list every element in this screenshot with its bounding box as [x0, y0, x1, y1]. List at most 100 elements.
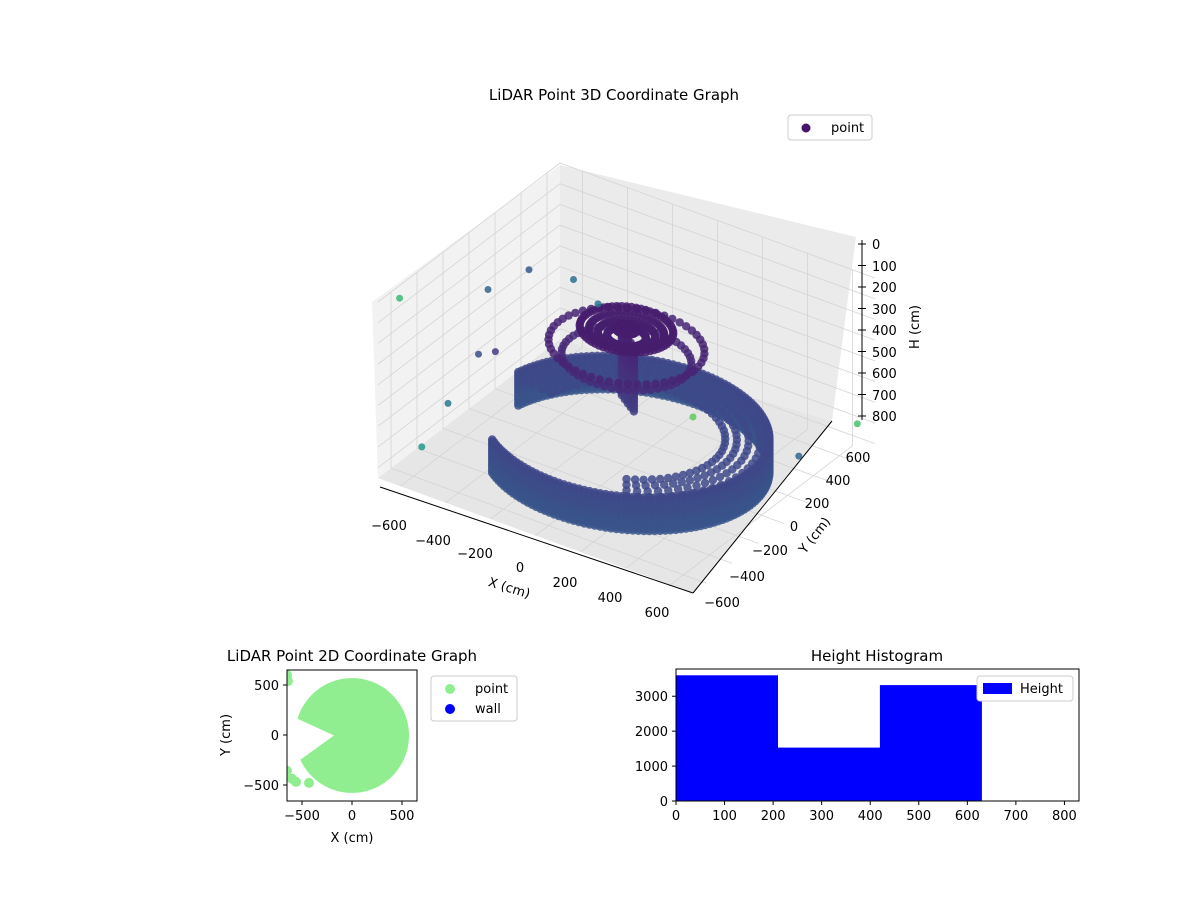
- point-3d: [682, 322, 691, 331]
- outlier-point-3d: [396, 294, 404, 302]
- point-3d: [546, 389, 556, 398]
- point-3d: [679, 391, 688, 401]
- point-3d: [685, 387, 695, 396]
- point-3d: [578, 369, 588, 379]
- points-2d: [287, 670, 409, 793]
- point-3d: [586, 372, 596, 382]
- x-tick-label: 600: [645, 606, 670, 621]
- point-3d: [564, 362, 573, 371]
- y-tick-label: −200: [752, 544, 788, 559]
- x-tick-label: 100: [712, 809, 737, 824]
- legend-histogram-marker: [983, 683, 1012, 694]
- y-tick-label: 2000: [635, 725, 668, 740]
- point-3d: [692, 466, 701, 475]
- point-2d: [287, 765, 292, 776]
- histogram-bar: [676, 675, 778, 801]
- x-ticks-histogram: 0 100 200 300 400 500 600 700 800: [672, 801, 1077, 824]
- point-3d: [514, 401, 523, 410]
- point-3d: [700, 394, 709, 404]
- y-ticks-histogram: 0 1000 2000 3000: [635, 690, 676, 810]
- point-3d: [692, 383, 701, 392]
- point-3d: [559, 377, 568, 386]
- point-3d: [623, 379, 632, 389]
- y-tick-label: 400: [826, 474, 851, 489]
- pane-back-left: [372, 165, 560, 478]
- point-3d: [685, 476, 694, 485]
- grid-line: [377, 286, 876, 427]
- chart-3d: LiDAR Point 3D Coordinate Graph −600 −40…: [371, 86, 923, 621]
- grid-line: [377, 245, 876, 386]
- chart-2d: LiDAR Point 2D Coordinate Graph −500 0 5…: [219, 647, 518, 846]
- x-axis-line: [379, 486, 694, 594]
- point-3d: [700, 471, 709, 480]
- y-tick-label: 0: [660, 795, 668, 810]
- x-ticks-3d: −600 −400 −200 0 200 400 600: [371, 519, 669, 621]
- z-tick-label: 800: [872, 410, 897, 425]
- point-3d: [536, 369, 545, 378]
- x-tick-label: −400: [415, 534, 451, 549]
- x-tick-label: −500: [284, 809, 320, 824]
- point-3d: [571, 308, 580, 318]
- point-3d: [668, 376, 677, 385]
- outlier-point-3d: [484, 286, 492, 293]
- grid-line: [377, 203, 876, 344]
- x-ticks-2d: −500 0 500: [284, 801, 414, 824]
- outlier-point-3d: [525, 266, 533, 274]
- grid-line: [377, 307, 876, 448]
- point-3d: [552, 371, 561, 381]
- point-3d: [675, 374, 684, 383]
- histogram-bar: [879, 685, 982, 801]
- point-3d: [693, 473, 702, 483]
- point-3d: [558, 384, 568, 393]
- outlier-points-2d: [287, 670, 314, 788]
- outlier-point-3d: [570, 276, 577, 283]
- point-3d: [731, 398, 741, 407]
- chart-histogram: Height Histogram 0 100 200 300 400 500 600 700 8…: [635, 647, 1080, 824]
- y-ticks-3d: −600 −400 −200 0 200 400 600: [704, 451, 870, 611]
- point-3d: [715, 472, 725, 482]
- grid-line: [377, 183, 876, 324]
- chart-3d-title: LiDAR Point 3D Coordinate Graph: [489, 86, 739, 104]
- point-3d: [528, 380, 538, 389]
- outlier-point-3d: [689, 413, 697, 421]
- point-3d: [717, 388, 726, 397]
- outlier-point-3d: [491, 348, 499, 356]
- point-3d: [724, 393, 734, 402]
- point-3d: [708, 383, 717, 392]
- x-tick-label: −200: [457, 547, 493, 562]
- outlier-point-3d: [418, 443, 426, 451]
- y-axis-line: [692, 420, 833, 594]
- grid-line: [377, 162, 876, 303]
- point-3d: [544, 382, 553, 391]
- point-3d: [677, 384, 686, 393]
- outlier-point-3d: [594, 300, 602, 308]
- point-3d: [664, 473, 673, 483]
- outlier-point-3d: [444, 399, 452, 407]
- y-tick-label: 1000: [635, 760, 668, 775]
- y-axis-label-3d: Y (cm): [796, 515, 834, 558]
- legend-3d-marker: [801, 123, 811, 133]
- point-3d: [519, 376, 529, 385]
- x-tick-label: 200: [553, 576, 578, 591]
- point-3d: [623, 386, 632, 395]
- x-tick-label: 600: [955, 809, 980, 824]
- x-tick-label: 800: [1052, 809, 1077, 824]
- point-3d: [537, 384, 547, 394]
- point-3d: [545, 366, 554, 376]
- point-3d: [651, 379, 660, 388]
- histogram-title: Height Histogram: [811, 647, 943, 665]
- point-3d: [692, 481, 701, 490]
- y-tick-label: 600: [846, 451, 871, 466]
- x-tick-label: −600: [371, 519, 407, 534]
- point-2d: [287, 676, 293, 687]
- legend-2d-label: wall: [475, 702, 501, 717]
- x-tick-label: 300: [809, 809, 834, 824]
- point-3d: [677, 477, 686, 487]
- point-3d: [567, 375, 576, 384]
- y-tick-label: 3000: [635, 690, 668, 705]
- point-cloud-2d: [297, 678, 409, 793]
- point-3d: [573, 380, 582, 390]
- point-2d: [304, 777, 314, 788]
- x-tick-label: 0: [348, 809, 356, 824]
- x-axis-label-2d: X (cm): [331, 831, 374, 846]
